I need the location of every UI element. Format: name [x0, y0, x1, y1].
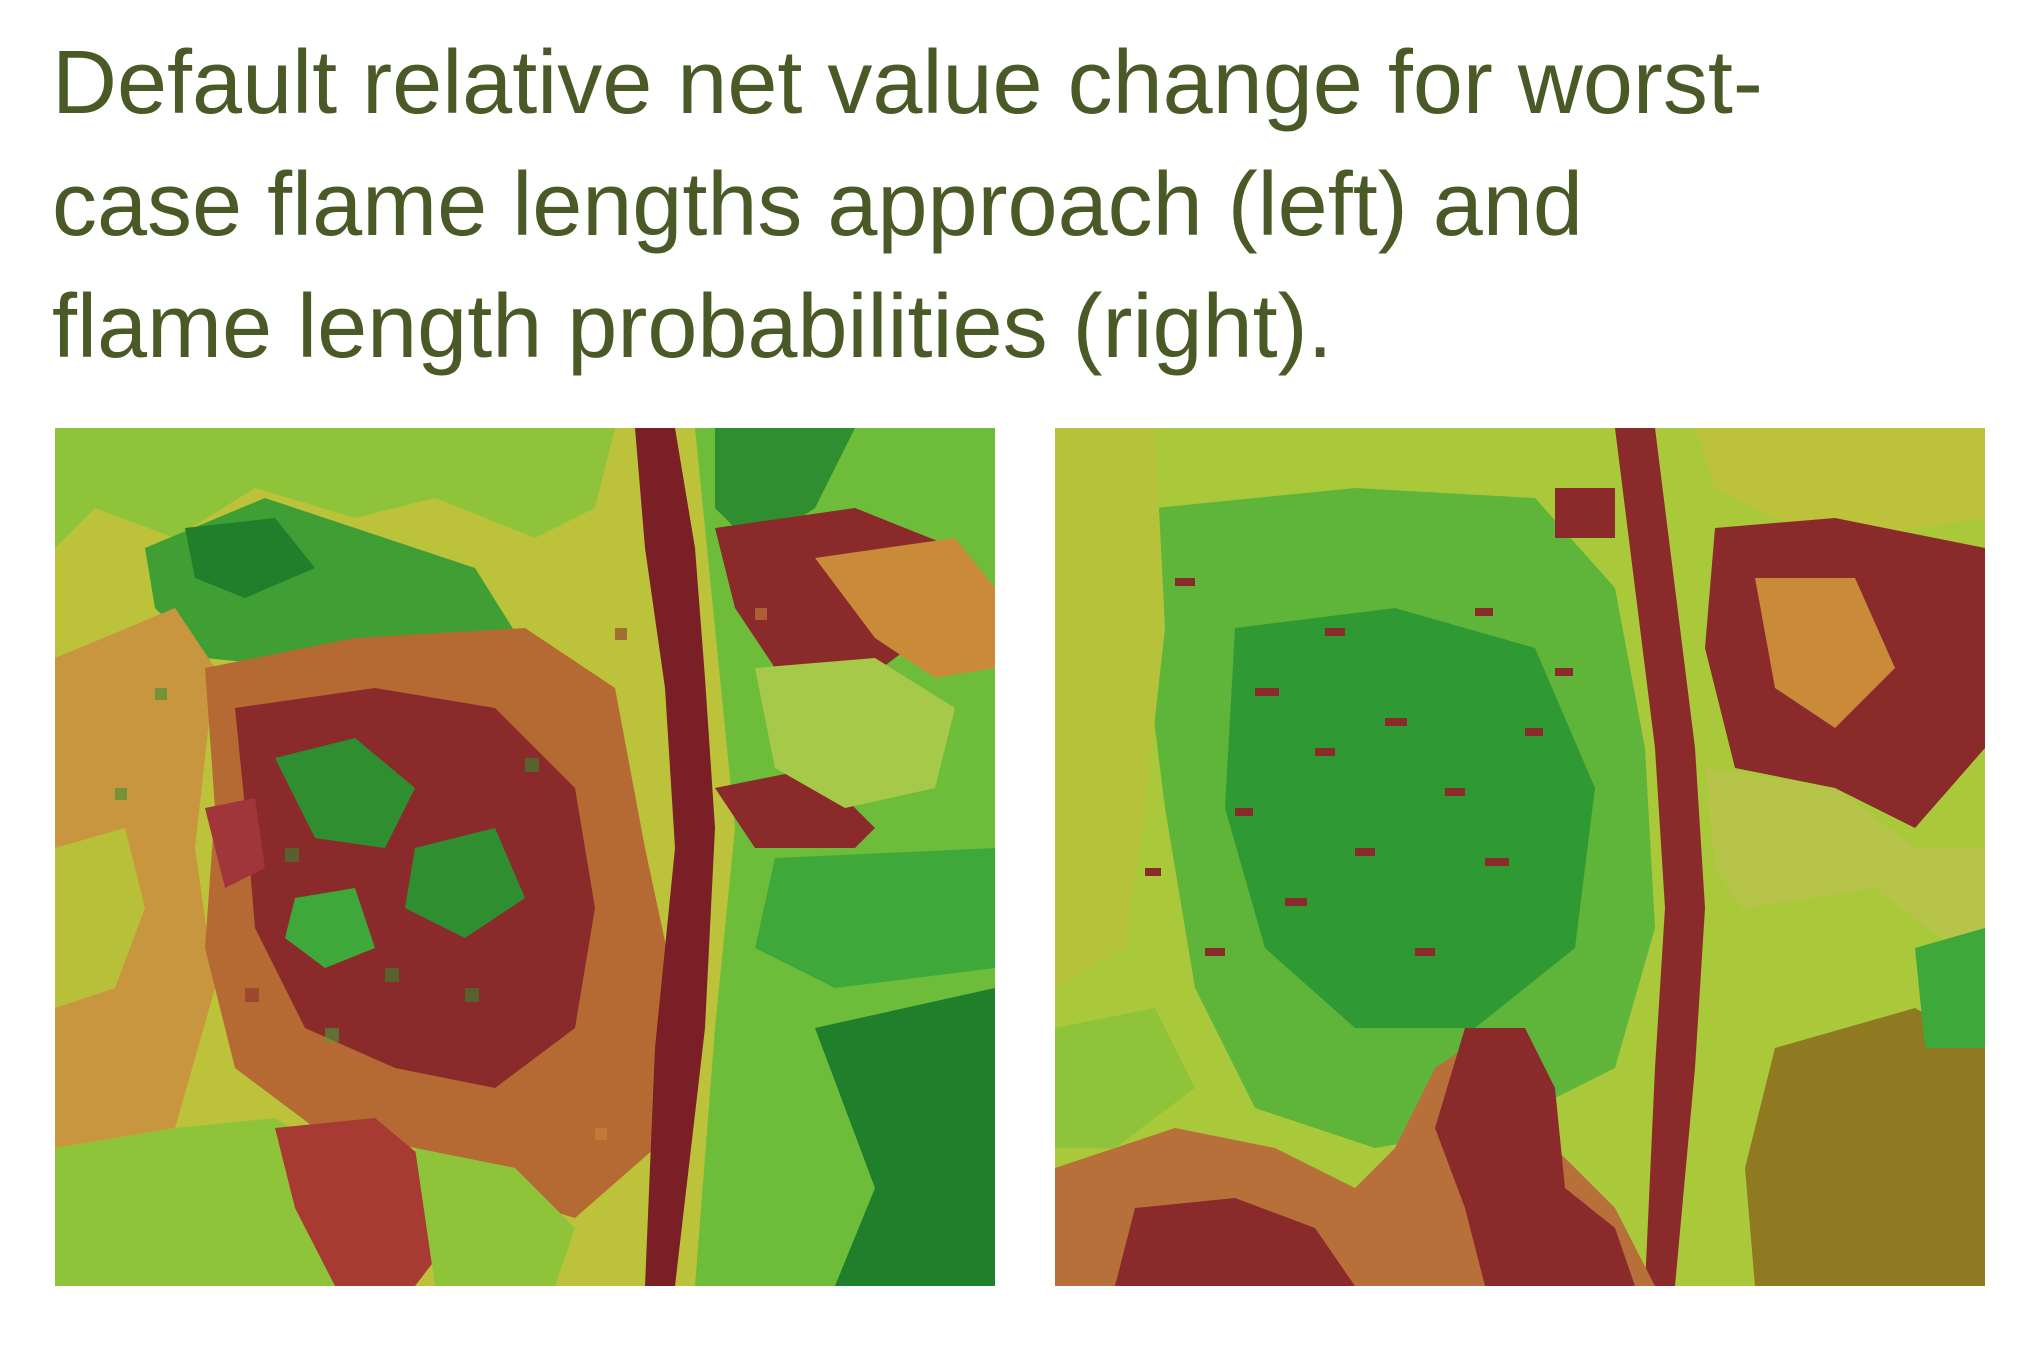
map-right-patch-north-red	[1555, 488, 1615, 538]
map-right-zone-southwest-green	[1055, 1008, 1195, 1148]
map-left-zone-southeast-darkgreen	[815, 988, 995, 1286]
map-left-texture	[115, 608, 767, 1140]
map-right-zone-central-darkgreen	[1225, 608, 1595, 1028]
map-right-road-vertical	[1615, 428, 1705, 1286]
map-right-probabilities	[1055, 428, 1985, 1286]
map-left-patch-green-3	[285, 888, 375, 968]
map-right-zone-south-red-1	[1115, 1198, 1355, 1286]
slide-title-line-3: flame length probabilities (right).	[52, 277, 1333, 377]
map-left-zone-south-green	[415, 1148, 575, 1286]
map-left-zone-east-green-2	[755, 848, 995, 988]
map-left-patch-green-2	[405, 828, 525, 938]
map-left-zone-airport	[755, 658, 955, 808]
map-right-raster	[1055, 428, 1985, 1286]
map-left-worst-case	[55, 428, 995, 1286]
map-right-zone-west-olive	[1055, 428, 1165, 988]
map-left-zone-west-olive	[55, 828, 145, 1008]
map-left-zone-northeast-darkgreen	[715, 428, 855, 548]
map-left-zone-east-orange	[815, 538, 995, 678]
slide-title-line-1: Default relative net value change for wo…	[52, 33, 1763, 133]
map-right-red-specks	[1145, 578, 1573, 956]
map-left-patch-red	[205, 798, 265, 888]
map-right-zone-south-red-2	[1435, 1028, 1635, 1286]
map-right-zone-east-orange	[1755, 578, 1895, 728]
map-right-zone-southeast-brown	[1745, 1008, 1985, 1286]
slide-title-line-2: case flame lengths approach (left) and	[52, 155, 1583, 255]
map-left-patch-green-1	[275, 738, 415, 848]
map-left-road-vertical	[635, 428, 715, 1286]
map-left-raster	[55, 428, 995, 1286]
map-right-zone-east-green	[1915, 928, 1985, 1048]
map-left-zone-north-lightgreen	[55, 428, 615, 548]
slide-title: Default relative net value change for wo…	[52, 22, 1972, 388]
map-left-zone-north-darkgreen	[185, 518, 315, 598]
map-right-zone-northeast-olive	[1695, 428, 1985, 538]
